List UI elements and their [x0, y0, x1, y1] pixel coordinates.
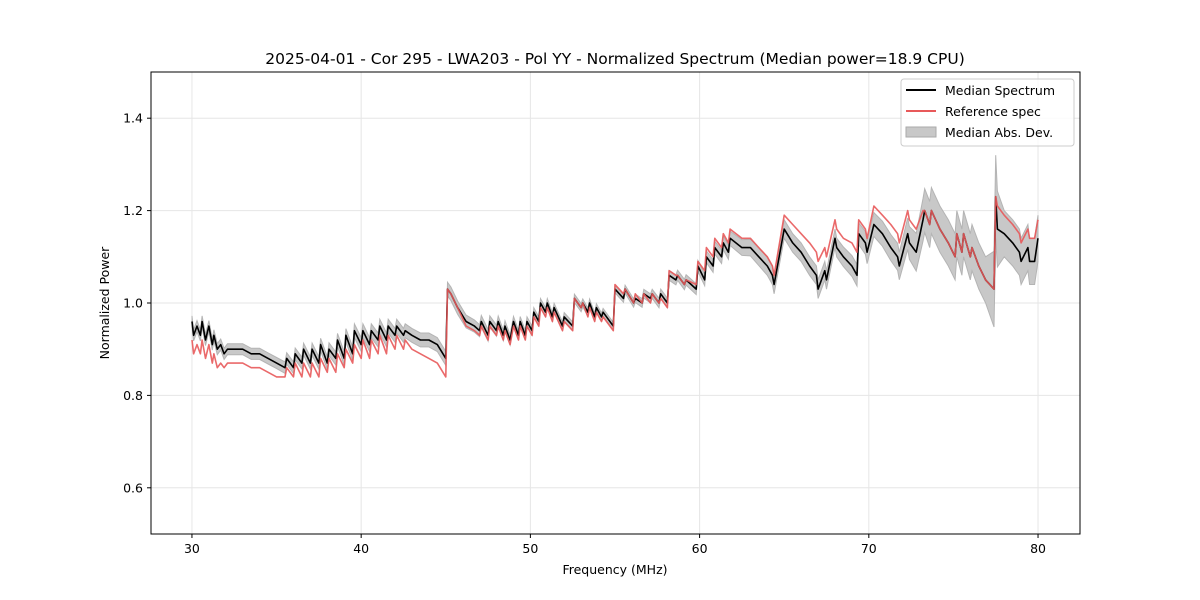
y-axis-label: Normalized Power	[97, 246, 112, 360]
y-tick-label: 0.6	[123, 480, 143, 495]
legend-reference-spec-label: Reference spec	[945, 104, 1041, 119]
x-tick-label: 60	[692, 541, 708, 556]
x-tick-label: 40	[353, 541, 369, 556]
mad-band-layer	[191, 155, 1039, 375]
x-tick-label: 50	[522, 541, 538, 556]
y-tick-label: 1.4	[123, 111, 143, 126]
legend: Median Spectrum Reference spec Median Ab…	[900, 78, 1075, 147]
legend-median-spectrum-label: Median Spectrum	[945, 83, 1055, 98]
y-axis-ticks: 0.6 0.8 1.0 1.2 1.4	[123, 111, 151, 495]
x-axis-ticks: 30 40 50 60 70 80	[184, 534, 1046, 556]
x-tick-label: 80	[1030, 541, 1046, 556]
series-lines-layer	[191, 195, 1039, 378]
legend-mad-patch	[905, 126, 937, 138]
y-tick-label: 1.2	[123, 203, 143, 218]
mad-band	[191, 155, 1039, 375]
chart-title: 2025-04-01 - Cor 295 - LWA203 - Pol YY -…	[265, 50, 965, 68]
x-axis-label: Frequency (MHz)	[562, 562, 667, 577]
reference-spec-line	[191, 195, 1039, 378]
median-spectrum-line	[191, 195, 1039, 369]
x-tick-label: 70	[861, 541, 877, 556]
y-tick-label: 0.8	[123, 388, 143, 403]
legend-mad-label: Median Abs. Dev.	[945, 125, 1053, 140]
x-tick-label: 30	[184, 541, 200, 556]
legend-box	[900, 78, 1075, 147]
y-tick-label: 1.0	[123, 296, 143, 311]
